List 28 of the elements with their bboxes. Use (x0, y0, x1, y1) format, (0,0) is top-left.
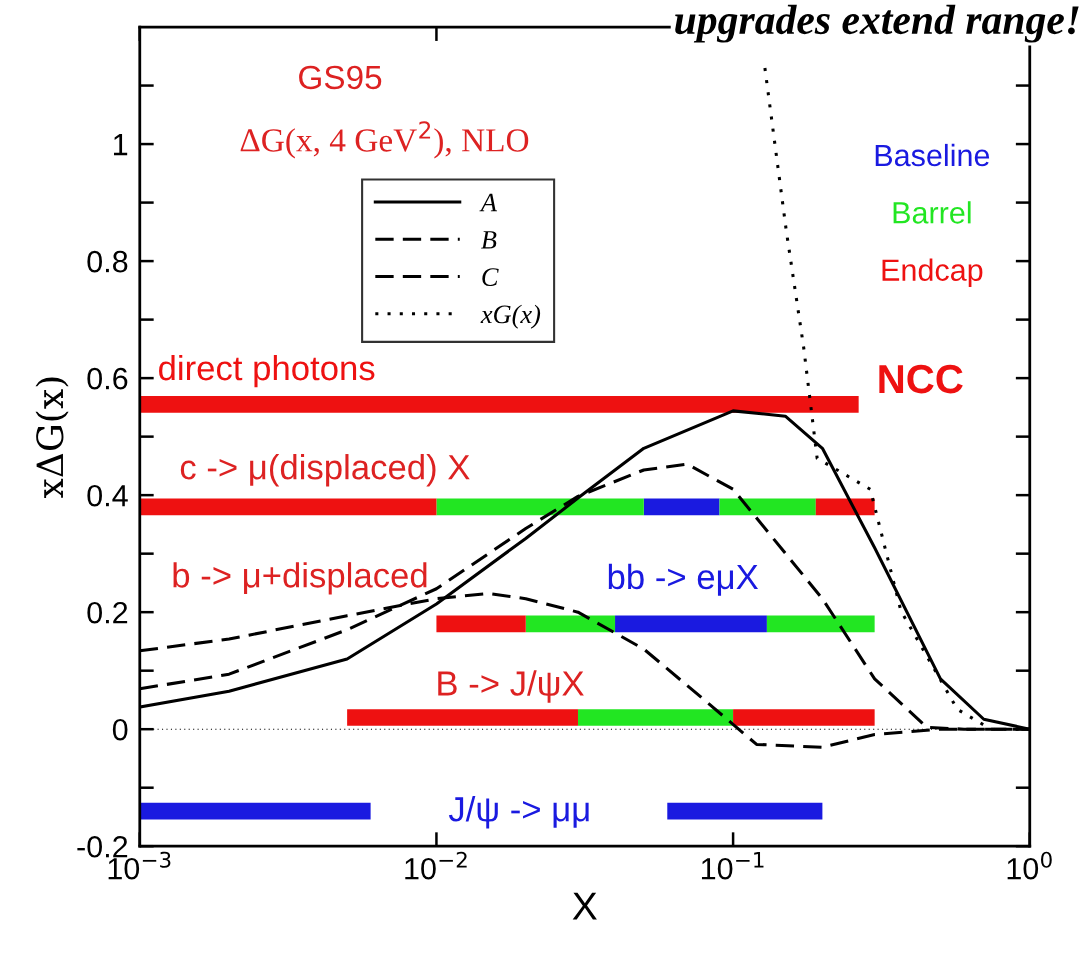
annotation: GS95 (299, 65, 382, 90)
text: Baseline (875, 143, 990, 167)
y-tick-label: 0.4 (87, 484, 128, 507)
annotation: ΔG(x, 4 GeV$^{2}$), NLO (240, 121, 529, 159)
legend-label: C (482, 268, 499, 286)
legend-label: B (481, 231, 497, 249)
annotation: direct photons (159, 354, 375, 388)
text: Barrel (893, 201, 971, 224)
y-tick-label: 0.8 (87, 250, 128, 273)
annotation: b -> μ+displaced (173, 562, 427, 595)
x-tick-label: 10$^{−2}$ (405, 851, 467, 880)
annotation: c -> μ(displaced) X (180, 454, 470, 487)
annotation: B -> J/ψX (438, 670, 584, 703)
y-tick-label: 1 (114, 134, 128, 156)
annotation: bb -> eμX (608, 563, 759, 596)
legend-label: A (479, 193, 498, 212)
x-tick-label: 10$^{−1}$ (701, 851, 764, 880)
y-tick-label: 0 (112, 718, 128, 741)
legend-label: xG(x) (480, 304, 541, 329)
x-tick-label: 10$^{0}$ (1007, 851, 1052, 880)
annotation: NCC (879, 364, 963, 394)
annotation: J/ψ -> μμ (448, 796, 589, 829)
y-axis-title: xΔG(x) (35, 377, 69, 499)
y-tick-label: 0.6 (87, 367, 128, 390)
y-tick-label: 0.2 (87, 601, 128, 624)
annotation: upgrades extend range! (675, 4, 1079, 43)
x-axis-title: X (572, 892, 597, 920)
text: Endcap (882, 258, 983, 288)
